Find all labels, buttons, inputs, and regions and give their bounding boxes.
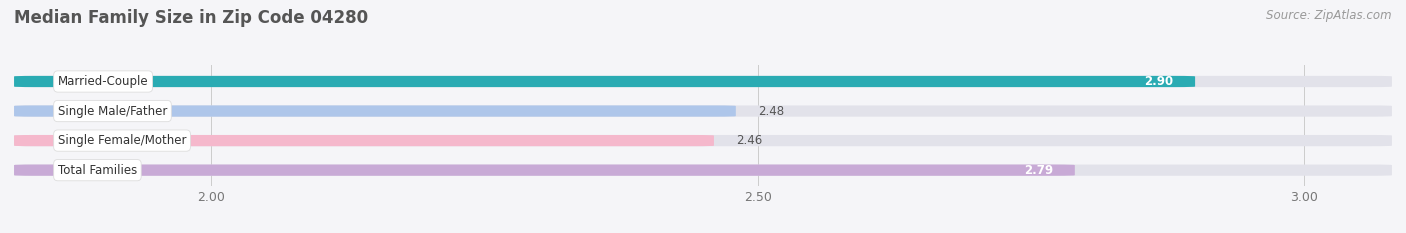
Text: Total Families: Total Families bbox=[58, 164, 136, 177]
FancyBboxPatch shape bbox=[14, 135, 714, 146]
Text: Single Male/Father: Single Male/Father bbox=[58, 105, 167, 117]
Text: 2.90: 2.90 bbox=[1144, 75, 1173, 88]
FancyBboxPatch shape bbox=[14, 164, 1392, 176]
Text: 2.46: 2.46 bbox=[735, 134, 762, 147]
Text: Married-Couple: Married-Couple bbox=[58, 75, 149, 88]
FancyBboxPatch shape bbox=[14, 135, 1392, 146]
FancyBboxPatch shape bbox=[14, 105, 1392, 117]
Text: Median Family Size in Zip Code 04280: Median Family Size in Zip Code 04280 bbox=[14, 9, 368, 27]
Text: Single Female/Mother: Single Female/Mother bbox=[58, 134, 187, 147]
FancyBboxPatch shape bbox=[14, 164, 1074, 176]
Text: Source: ZipAtlas.com: Source: ZipAtlas.com bbox=[1267, 9, 1392, 22]
FancyBboxPatch shape bbox=[14, 76, 1392, 87]
Text: 2.79: 2.79 bbox=[1024, 164, 1053, 177]
FancyBboxPatch shape bbox=[14, 76, 1195, 87]
FancyBboxPatch shape bbox=[14, 105, 735, 117]
Text: 2.48: 2.48 bbox=[758, 105, 783, 117]
